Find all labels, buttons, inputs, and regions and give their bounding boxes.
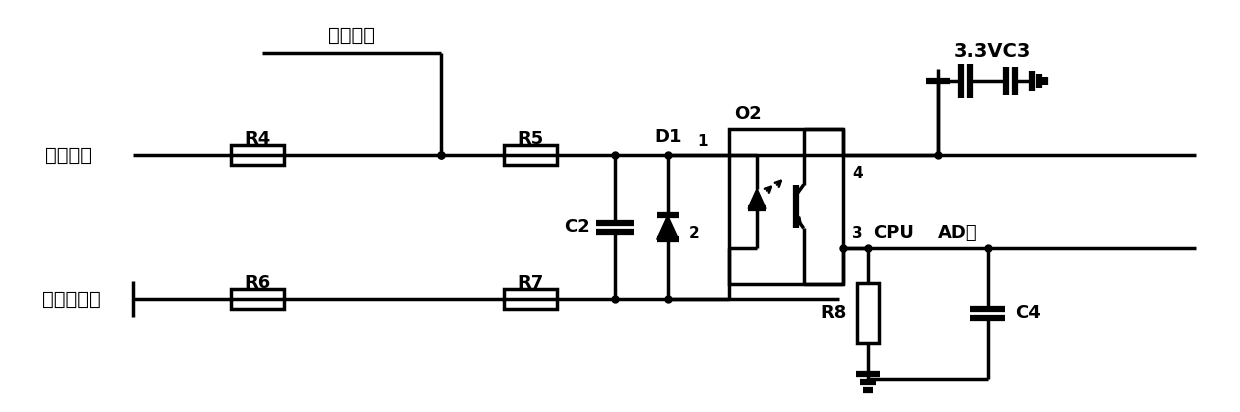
Text: 2: 2 (689, 226, 699, 241)
Text: R7: R7 (517, 274, 543, 293)
Text: AD端: AD端 (937, 224, 977, 242)
Text: O2: O2 (734, 105, 761, 123)
Text: C2: C2 (564, 218, 590, 236)
Text: 4: 4 (852, 166, 863, 181)
Text: 3: 3 (852, 226, 863, 241)
Text: 3.3VC3: 3.3VC3 (954, 42, 1032, 61)
FancyBboxPatch shape (231, 290, 284, 309)
Text: R6: R6 (244, 274, 270, 293)
Text: C4: C4 (1016, 304, 1042, 322)
FancyBboxPatch shape (503, 290, 558, 309)
Bar (857, 283, 879, 343)
FancyBboxPatch shape (503, 145, 558, 165)
Text: 1: 1 (697, 134, 708, 149)
Text: R8: R8 (820, 304, 847, 322)
Bar (729, 129, 843, 284)
Text: 开入电源地: 开入电源地 (42, 290, 102, 309)
Text: CPU: CPU (873, 224, 914, 242)
FancyBboxPatch shape (231, 145, 284, 165)
Text: 注入信号: 注入信号 (329, 26, 376, 44)
Polygon shape (748, 189, 766, 208)
Polygon shape (657, 215, 678, 239)
Text: R5: R5 (517, 131, 543, 148)
Text: D1: D1 (653, 129, 682, 146)
Text: R4: R4 (244, 131, 270, 148)
Text: 开入信号: 开入信号 (45, 146, 92, 165)
